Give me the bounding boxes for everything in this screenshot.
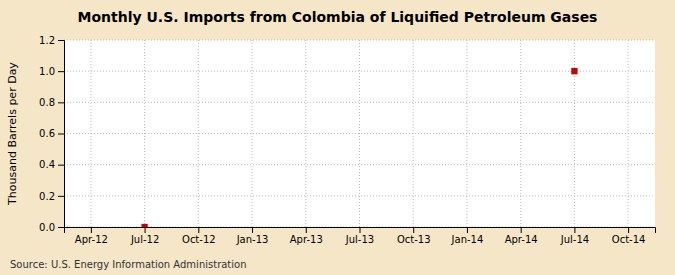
x-tick: Jul-13	[345, 227, 374, 245]
chart-svg: Apr-12 Jul-12 Oct-12 Jan-13 Apr-13 Jul-13 Oct-…	[0, 0, 675, 275]
y-tick-mark	[58, 227, 64, 228]
x-tick: Oct-14	[612, 227, 646, 245]
y-tick-label: 1.0	[39, 66, 55, 77]
x-tick-label: Jan-13	[236, 234, 269, 245]
x-tick-label: Oct-13	[397, 234, 431, 245]
x-tick-mark	[574, 227, 575, 233]
y-grid-line	[64, 164, 655, 165]
y-tick-label: 1.2	[39, 35, 55, 46]
x-tick-label: Apr-13	[290, 234, 323, 245]
x-tick-mark	[467, 227, 468, 233]
x-grid-line	[90, 40, 91, 227]
x-grid-line	[359, 40, 360, 227]
grid	[64, 40, 655, 227]
x-axis: Apr-12 Jul-12 Oct-12 Jan-13 Apr-13 Jul-13 Oct-…	[65, 227, 656, 245]
y-tick-label: 0.8	[39, 97, 55, 108]
y-tick: 0.6	[39, 128, 64, 139]
marks	[141, 68, 577, 227]
x-grid-line	[466, 40, 467, 227]
y-tick-mark	[58, 71, 64, 72]
x-tick: Jul-12	[130, 227, 159, 245]
x-tick-label: Apr-14	[505, 234, 538, 245]
y-tick: 1.0	[39, 66, 64, 77]
x-tick-mark	[198, 227, 199, 233]
y-tick-mark	[58, 40, 64, 41]
y-axis-line	[58, 41, 65, 228]
data-point	[571, 68, 577, 74]
y-axis-title: Thousand Barrels per Day	[6, 62, 19, 206]
y-tick: 1.2	[39, 35, 64, 46]
x-tick-mark	[360, 227, 361, 233]
x-tick-mark	[413, 227, 414, 233]
y-tick-label: 0.2	[39, 191, 55, 202]
y-tick-mark	[58, 134, 64, 135]
x-tick-mark	[628, 227, 629, 233]
y-grid-line	[64, 102, 655, 103]
y-tick-label: 0.6	[39, 128, 55, 139]
x-tick: Apr-12	[75, 227, 108, 245]
plot-background	[64, 40, 655, 227]
x-tick: Jan-13	[236, 227, 269, 245]
y-tick-mark	[58, 102, 64, 103]
y-tick: 0.8	[39, 97, 64, 108]
x-tick: Jul-14	[560, 227, 589, 245]
x-tick: Jan-14	[451, 227, 484, 245]
x-axis-line	[65, 228, 656, 234]
background	[0, 0, 675, 275]
y-axis: 0.0 0.2 0.4 0.6 0.8 1.0 1.2	[39, 35, 64, 233]
y-tick: 0.0	[39, 222, 64, 233]
chart-container: Apr-12 Jul-12 Oct-12 Jan-13 Apr-13 Jul-13 Oct-…	[0, 0, 675, 275]
x-tick: Apr-14	[505, 227, 538, 245]
x-tick-label: Jan-14	[451, 234, 484, 245]
x-tick-mark	[145, 227, 146, 233]
x-tick-mark	[252, 227, 253, 233]
y-tick-label: 0.4	[39, 159, 55, 170]
x-tick-mark	[521, 227, 522, 233]
y-tick-label: 0.0	[39, 222, 55, 233]
x-tick-label: Apr-12	[75, 234, 108, 245]
x-tick: Oct-13	[397, 227, 431, 245]
source-annotation: Source: U.S. Energy Information Administ…	[10, 259, 247, 270]
y-tick-mark	[58, 165, 64, 166]
y-tick: 0.4	[39, 159, 64, 170]
x-tick-label: Oct-12	[182, 234, 216, 245]
x-grid-line	[198, 40, 199, 227]
x-tick: Apr-13	[290, 227, 323, 245]
x-grid-line	[628, 40, 629, 227]
title: Monthly U.S. Imports from Colombia of Li…	[78, 9, 598, 25]
x-tick-label: Jul-14	[560, 234, 589, 245]
x-grid-line	[520, 40, 521, 227]
x-tick-label: Oct-14	[612, 234, 646, 245]
x-tick: Oct-12	[182, 227, 216, 245]
x-tick-mark	[91, 227, 92, 233]
x-grid-line	[252, 40, 253, 227]
x-grid-line	[413, 40, 414, 227]
data-point	[141, 224, 147, 227]
x-tick-label: Jul-13	[345, 234, 374, 245]
y-tick-mark	[58, 196, 64, 197]
x-tick-mark	[306, 227, 307, 233]
y-tick: 0.2	[39, 191, 64, 202]
x-tick-label: Jul-12	[130, 234, 159, 245]
x-grid-line	[305, 40, 306, 227]
x-grid-line	[144, 40, 145, 227]
